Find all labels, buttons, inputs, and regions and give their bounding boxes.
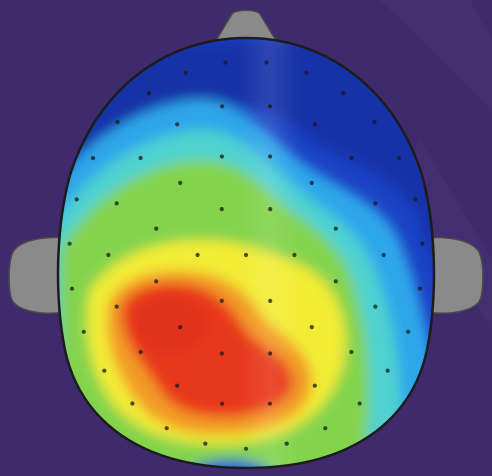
electrode-dot bbox=[312, 122, 317, 127]
electrode-dot bbox=[74, 197, 79, 202]
electrode-dot bbox=[220, 104, 225, 109]
electrode-dot bbox=[90, 156, 96, 161]
electrode-dot bbox=[203, 441, 208, 446]
electrode-dot bbox=[243, 446, 249, 451]
electrode-dot bbox=[178, 180, 183, 185]
electrode-dot bbox=[268, 351, 273, 356]
electrode-dot bbox=[138, 349, 143, 355]
electrode-dot bbox=[333, 279, 338, 284]
electrode-dot bbox=[357, 401, 362, 406]
electrode-dot bbox=[373, 201, 378, 206]
right-ear-shape bbox=[425, 236, 484, 314]
electrode-dot bbox=[219, 154, 224, 159]
electrode-dot bbox=[385, 368, 390, 373]
electrode-dot bbox=[349, 155, 354, 161]
electrode-dot bbox=[372, 119, 377, 125]
electrode-dot bbox=[406, 329, 411, 334]
electrode-dot bbox=[381, 252, 386, 258]
electrode-dot bbox=[69, 286, 75, 291]
electrode-dot bbox=[175, 122, 180, 127]
electrode-dot bbox=[81, 329, 86, 334]
electrode-dot bbox=[341, 91, 346, 96]
electrode-dot bbox=[67, 241, 72, 246]
electrode-dot bbox=[267, 401, 272, 406]
electrode-dot bbox=[304, 70, 309, 75]
electrode-dot bbox=[106, 252, 111, 258]
electrode-dot bbox=[396, 156, 402, 161]
electrode-dot bbox=[309, 180, 314, 185]
electrode-dot bbox=[183, 70, 188, 75]
electrode-dot bbox=[312, 383, 317, 388]
electrode-dot bbox=[114, 201, 119, 206]
electrode-dot bbox=[219, 351, 224, 356]
electrode-dot bbox=[178, 325, 183, 330]
electrode-dot bbox=[292, 252, 297, 258]
electrode-dot bbox=[102, 368, 107, 373]
nose-shape bbox=[212, 9, 280, 45]
electrode-dot bbox=[420, 241, 425, 246]
electrode-dot bbox=[195, 252, 200, 258]
electrode-dot bbox=[243, 252, 249, 258]
electrode-dot bbox=[223, 60, 228, 65]
electrode-dot bbox=[154, 226, 159, 231]
head-outline bbox=[56, 36, 436, 470]
electrode-dot bbox=[268, 298, 273, 303]
left-ear-shape bbox=[8, 236, 67, 314]
electrode-dot bbox=[115, 119, 120, 125]
electrode-dot bbox=[154, 279, 159, 284]
electrode-dot bbox=[130, 401, 135, 406]
electrode-dot bbox=[267, 104, 272, 109]
electrode-dot bbox=[114, 304, 119, 309]
electrode-dot bbox=[264, 60, 269, 65]
electrode-dot bbox=[219, 207, 224, 212]
electrode-dot bbox=[284, 441, 289, 446]
electrode-dot bbox=[413, 197, 418, 202]
electrode-dot bbox=[146, 91, 151, 96]
electrode-dot bbox=[268, 154, 273, 159]
electrode-dot bbox=[349, 349, 354, 355]
electrode-dot bbox=[333, 226, 338, 231]
electrode-dot bbox=[417, 286, 423, 291]
electrode-dot bbox=[373, 304, 378, 309]
electrode-markers bbox=[67, 60, 425, 451]
electrode-dot bbox=[175, 383, 180, 388]
electrode-dot bbox=[220, 401, 225, 406]
electrode-dot bbox=[323, 426, 328, 431]
electrode-dot bbox=[219, 298, 224, 303]
electrode-dot bbox=[309, 325, 314, 330]
electrode-dot bbox=[164, 426, 169, 431]
electrode-dot bbox=[138, 155, 143, 161]
electrode-dot bbox=[268, 207, 273, 212]
